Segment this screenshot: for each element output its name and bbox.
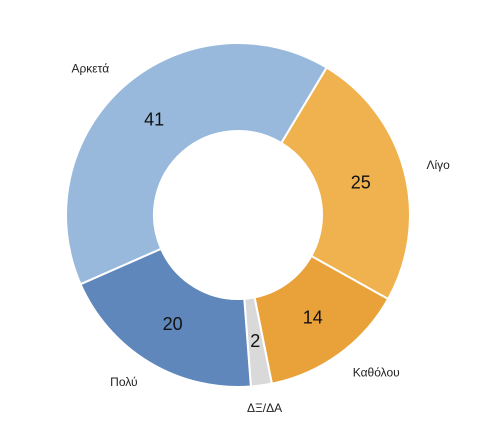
category-label-katholou: Καθόλου xyxy=(353,366,400,380)
category-label-ligo: Λίγο xyxy=(426,158,450,172)
category-label-dk-na: ΔΞ/ΔΑ xyxy=(247,401,282,415)
category-label-poly: Πολύ xyxy=(110,375,137,389)
category-label-arketa: Αρκετά xyxy=(71,62,109,76)
slice-poly xyxy=(79,247,252,388)
data-label-ligo: 25 xyxy=(351,172,371,192)
data-label-dk-na: 2 xyxy=(250,331,260,351)
slice-arketa xyxy=(65,42,328,286)
slice-ligo xyxy=(279,66,411,301)
data-label-arketa: 41 xyxy=(144,110,164,130)
data-label-poly: 20 xyxy=(163,314,183,334)
data-label-katholou: 14 xyxy=(303,308,323,328)
